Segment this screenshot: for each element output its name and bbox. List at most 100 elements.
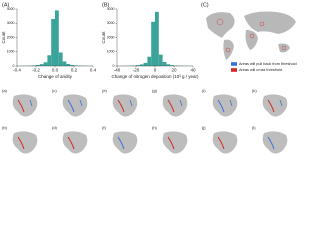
background (0, 0, 300, 161)
x-tick-label: 0.4 (90, 68, 97, 73)
region-change (67, 136, 75, 150)
x-axis-label: Change of aridity (38, 74, 73, 79)
hotspot (259, 21, 265, 27)
y-tick-label: 1000 (7, 50, 15, 54)
region-change (167, 99, 175, 113)
region-land (262, 94, 288, 117)
region-change (117, 136, 125, 150)
bar (170, 65, 174, 66)
bar (47, 55, 52, 66)
region-change (167, 136, 175, 150)
panel-label: (j) (202, 125, 206, 130)
panel-label: (e) (102, 88, 108, 93)
region-land (112, 131, 138, 154)
bar (155, 11, 159, 67)
x-tick-label: 0.2 (71, 68, 78, 73)
panel-label: (a) (2, 88, 8, 93)
bar (147, 56, 152, 66)
x-tick-label: 0.0 (52, 68, 59, 73)
panel-label: (A) (2, 2, 10, 8)
bar (58, 52, 63, 66)
region-change (217, 136, 225, 150)
legend-label: Areas will cross threshold (239, 68, 282, 72)
region-change (267, 136, 275, 150)
panel-label: (b) (2, 125, 8, 130)
bar (55, 10, 59, 67)
bar (151, 21, 155, 66)
region-change (229, 99, 233, 107)
bar (43, 62, 48, 66)
y-axis-label: Count (1, 31, 6, 44)
x-axis-label: Change of nitrogen deposition (10³ g / y… (111, 74, 199, 79)
bar (158, 54, 163, 66)
legend-label: Areas will pull back from threshold (239, 62, 297, 66)
legend-swatch (231, 68, 237, 72)
y-tick-label: 0 (13, 64, 15, 68)
x-tick-label: -20 (133, 68, 140, 73)
hotspot (225, 47, 231, 53)
y-tick-label: 0 (113, 64, 115, 68)
region-land (162, 131, 188, 154)
region-land (162, 94, 188, 117)
figure: (A)-0.4 -0.2 0.0 0.2 0.401000200030004000Cha… (0, 0, 300, 161)
land (245, 30, 258, 50)
region-land (62, 131, 88, 154)
x-tick-label: 40 (190, 68, 196, 73)
region-land (62, 94, 88, 117)
y-axis-label: Count (101, 31, 106, 44)
y-tick-label: 2000 (107, 35, 115, 39)
region-land (12, 94, 38, 117)
x-tick-label: 20 (171, 68, 177, 73)
panel-label: (h) (152, 125, 158, 130)
bar (74, 65, 78, 66)
x-tick-label: -0.4 (13, 68, 21, 73)
region-change (217, 99, 225, 113)
x-tick-label: 0 (154, 68, 157, 73)
bar (162, 62, 167, 66)
y-tick-label: 1000 (107, 50, 115, 54)
legend-swatch (231, 62, 237, 66)
bar (66, 64, 71, 66)
region-change (17, 99, 25, 113)
bar (32, 65, 36, 66)
panel-label: (d) (52, 125, 58, 130)
bar (36, 65, 40, 66)
region-change (67, 99, 75, 113)
bar (143, 62, 148, 66)
hotspot (216, 18, 224, 26)
region-land (112, 94, 138, 117)
x-tick-label: -40 (114, 68, 121, 73)
panel-label: (C) (201, 2, 209, 8)
region-land (12, 131, 38, 154)
region-change (267, 99, 275, 113)
region-change (279, 99, 283, 107)
panel-label: (f) (102, 125, 106, 130)
region-change (79, 99, 83, 107)
bar (136, 65, 140, 66)
y-tick-label: 3000 (107, 21, 115, 25)
region-change (17, 136, 25, 150)
land (223, 39, 234, 60)
land (244, 11, 296, 34)
region-change (29, 99, 33, 107)
panel-label: (B) (102, 2, 110, 8)
x-tick-label: -0.2 (32, 68, 40, 73)
hotspot (281, 45, 287, 51)
y-tick-label: 3000 (7, 21, 15, 25)
region-change (179, 99, 183, 107)
y-tick-label: 2000 (7, 35, 15, 39)
panel-label: (c) (52, 88, 57, 93)
bar (62, 61, 67, 66)
y-tick-label: 4000 (7, 7, 15, 11)
panel-label: (l) (252, 125, 256, 130)
region-change (129, 99, 133, 107)
bar (139, 64, 144, 66)
bar (70, 65, 74, 66)
region-land (262, 131, 288, 154)
land (278, 43, 290, 53)
region-change (117, 99, 125, 113)
bar (51, 18, 55, 67)
bar (39, 64, 44, 66)
region-land (212, 94, 238, 117)
bar (166, 64, 171, 66)
